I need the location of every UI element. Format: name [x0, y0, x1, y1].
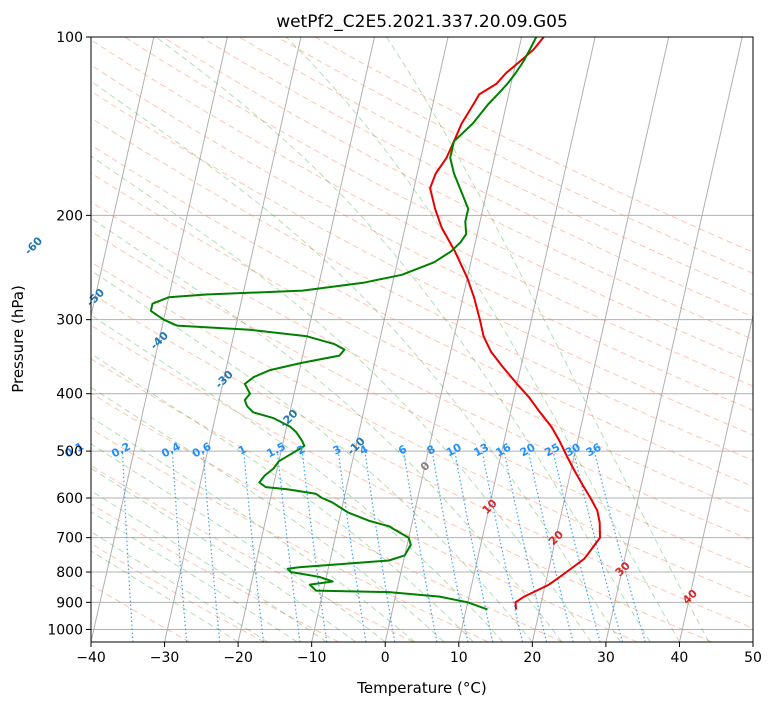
- chart-title: wetPf2_C2E5.2021.337.20.09.G05: [276, 12, 568, 32]
- y-tick-label: 200: [56, 208, 83, 224]
- y-tick-label: 600: [56, 491, 83, 507]
- x-tick-label: −10: [297, 650, 327, 666]
- y-axis-label: Pressure (hPa): [9, 285, 27, 393]
- y-tick-label: 900: [56, 595, 83, 611]
- x-tick-label: 0: [381, 650, 390, 666]
- x-tick-label: 30: [597, 650, 615, 666]
- isotherm-gridline: [0, 37, 7, 642]
- y-tick-label: 500: [56, 444, 83, 460]
- y-tick-label: 300: [56, 313, 83, 329]
- isotherm-gridline: [753, 37, 775, 642]
- y-tick-label: 1000: [47, 622, 83, 638]
- x-tick-label: −20: [223, 650, 253, 666]
- y-tick-label: 700: [56, 531, 83, 547]
- x-tick-label: 10: [450, 650, 468, 666]
- x-tick-label: 50: [744, 650, 762, 666]
- x-tick-label: 20: [523, 650, 541, 666]
- x-axis-label: Temperature (°C): [356, 679, 486, 697]
- y-tick-label: 100: [56, 30, 83, 46]
- x-tick-label: −30: [150, 650, 180, 666]
- isotherm-label: -60: [22, 234, 45, 257]
- y-tick-label: 400: [56, 387, 83, 403]
- x-tick-label: 40: [671, 650, 689, 666]
- y-tick-label: 800: [56, 565, 83, 581]
- x-tick-label: −40: [76, 650, 106, 666]
